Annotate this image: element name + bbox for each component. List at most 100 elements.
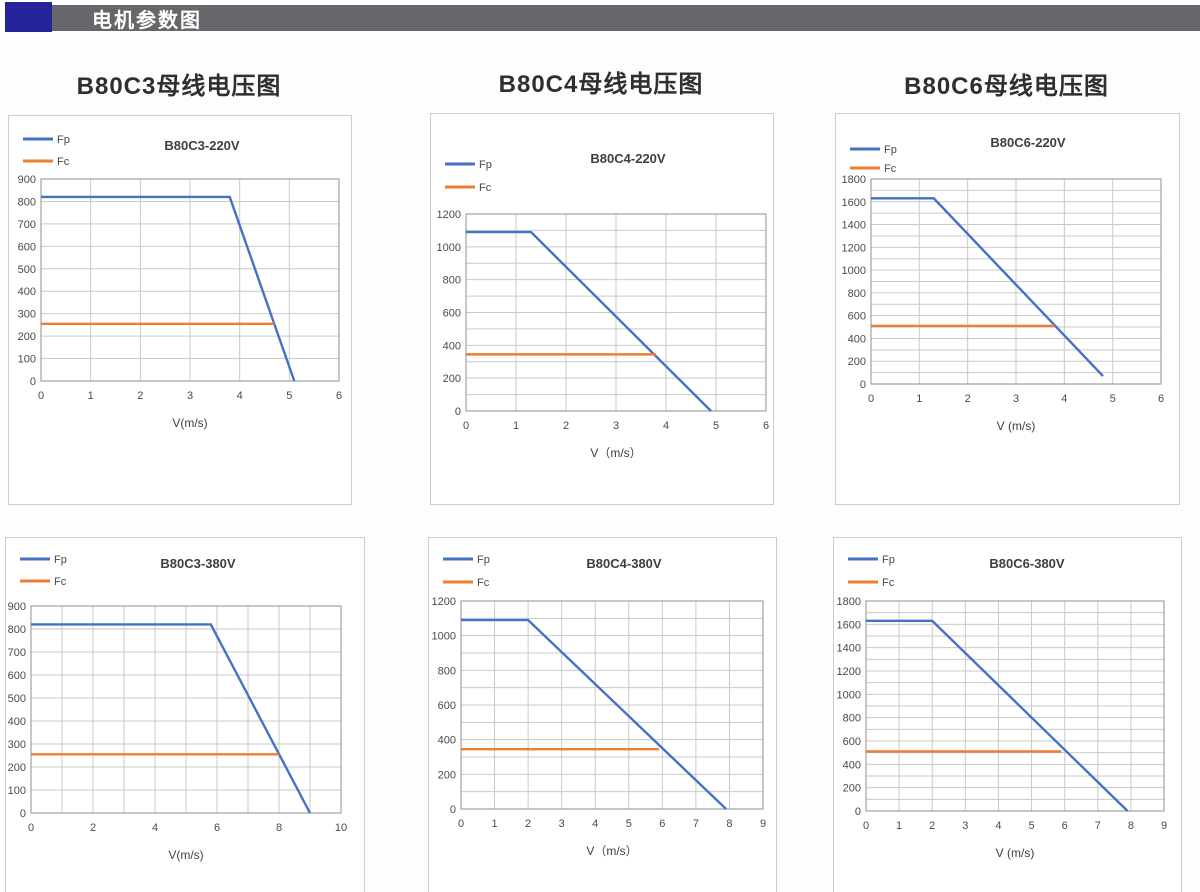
y-tick-label: 1600 — [842, 197, 866, 209]
y-tick-label: 1800 — [842, 174, 866, 186]
y-tick-label: 300 — [18, 309, 36, 321]
x-tick-label: 4 — [152, 822, 158, 834]
header-gray-bar: 电机参数图 — [52, 5, 1200, 32]
y-tick-label: 400 — [443, 340, 461, 352]
chart-b80c4-220v: 0 1 2 3 4 5 6 0 200 400 600 800 1000 1200 Fp Fc B80C4-22… — [430, 113, 774, 505]
x-tick-label: 1 — [88, 390, 94, 402]
y-tick-label: 200 — [18, 331, 36, 343]
x-tick-label: 0 — [38, 390, 44, 402]
x-tick-label: 10 — [335, 822, 347, 834]
y-tick-label: 800 — [18, 196, 36, 208]
x-tick-label: 4 — [1061, 393, 1067, 405]
x-tick-label: 0 — [458, 818, 464, 830]
chart-canvas-b80c6-220v: 0 1 2 3 4 5 6 0 200 400 600 800 1000 1200 1400 1600 1800… — [842, 135, 1165, 433]
series-fp-line — [31, 623, 312, 814]
chart-heading-b80c6: B80C6母线电压图 — [904, 73, 1109, 100]
x-tick-label: 9 — [760, 818, 766, 830]
legend-fp-label: Fp — [477, 554, 490, 566]
header-accent-block — [5, 2, 52, 32]
x-tick-label: 6 — [336, 390, 342, 402]
y-tick-label: 200 — [438, 769, 456, 781]
y-tick-label: 1000 — [432, 631, 456, 643]
chart-b80c3-220v: 0 1 2 3 4 5 6 0 100 200 300 400 500 600 700 800 900 Fp Fc B… — [8, 115, 352, 505]
chart-canvas-b80c4-380v: 0 1 2 3 4 5 6 7 8 9 0 200 400 600 800 1000 1200 Fp Fc B80C4… — [432, 554, 767, 858]
x-tick-label: 0 — [463, 420, 469, 432]
chart-b80c6-220v: 0 1 2 3 4 5 6 0 200 400 600 800 1000 1200 1400 1600 1800… — [835, 113, 1180, 505]
chart-title: B80C4-380V — [586, 556, 661, 571]
y-tick-label: 600 — [8, 670, 26, 682]
y-tick-label: 500 — [8, 693, 26, 705]
y-tick-label: 800 — [8, 624, 26, 636]
x-tick-label: 7 — [1095, 820, 1101, 832]
chart-b80c6-380v: 0 1 2 3 4 5 6 7 8 9 0 200 400 600 800 1000 1200 1400 1600 1… — [833, 537, 1182, 892]
y-tick-label: 700 — [18, 219, 36, 231]
legend-fp-label: Fp — [884, 144, 897, 156]
x-tick-label: 4 — [237, 390, 243, 402]
x-tick-label: 6 — [763, 420, 769, 432]
chart-title: B80C6-380V — [989, 556, 1064, 571]
y-tick-label: 0 — [30, 376, 36, 388]
header-bar: 电机参数图 — [0, 0, 1200, 36]
y-tick-label: 400 — [848, 333, 866, 345]
chart-b80c4-380v: 0 1 2 3 4 5 6 7 8 9 0 200 400 600 800 1000 1200 Fp Fc B80C4… — [428, 537, 777, 892]
chart-title: B80C6-220V — [990, 135, 1065, 150]
x-tick-label: 2 — [965, 393, 971, 405]
y-tick-label: 600 — [443, 308, 461, 320]
plot-frame — [40, 178, 340, 382]
x-tick-label: 6 — [1158, 393, 1164, 405]
y-tick-label: 100 — [8, 785, 26, 797]
y-tick-label: 1200 — [432, 596, 456, 608]
x-tick-label: 0 — [868, 393, 874, 405]
x-tick-label: 9 — [1161, 820, 1167, 832]
x-tick-label: 2 — [137, 390, 143, 402]
y-tick-label: 600 — [18, 241, 36, 253]
legend-fp-label: Fp — [57, 134, 70, 146]
plot-frame — [865, 600, 1165, 812]
x-tick-label: 1 — [513, 420, 519, 432]
x-tick-label: 0 — [28, 822, 34, 834]
x-tick-label: 8 — [726, 818, 732, 830]
x-tick-label: 5 — [1110, 393, 1116, 405]
series-fp-line — [466, 230, 712, 412]
y-tick-label: 1800 — [837, 596, 861, 608]
y-tick-label: 200 — [443, 373, 461, 385]
x-axis-label: V(m/s) — [172, 416, 207, 430]
series-fp-line — [871, 197, 1104, 377]
x-tick-label: 1 — [916, 393, 922, 405]
x-tick-label: 5 — [713, 420, 719, 432]
y-tick-label: 1200 — [837, 666, 861, 678]
x-tick-label: 2 — [929, 820, 935, 832]
y-tick-label: 900 — [18, 174, 36, 186]
series-fp-line — [41, 195, 296, 382]
x-tick-label: 1 — [896, 820, 902, 832]
x-tick-label: 2 — [563, 420, 569, 432]
legend-fc-label: Fc — [479, 182, 492, 194]
y-tick-label: 600 — [848, 311, 866, 323]
chart-heading-b80c4: B80C4母线电压图 — [498, 71, 704, 98]
x-tick-label: 5 — [626, 818, 632, 830]
x-tick-label: 7 — [693, 818, 699, 830]
series-fp-line — [866, 619, 1129, 812]
series-fp-line — [461, 618, 727, 810]
x-tick-label: 3 — [613, 420, 619, 432]
x-axis-label: V(m/s) — [168, 848, 203, 862]
y-tick-label: 700 — [8, 647, 26, 659]
x-tick-label: 6 — [214, 822, 220, 834]
chart-title: B80C4-220V — [590, 151, 665, 166]
y-tick-label: 800 — [848, 288, 866, 300]
y-tick-label: 200 — [848, 356, 866, 368]
y-tick-label: 1600 — [837, 619, 861, 631]
y-tick-label: 1000 — [842, 265, 866, 277]
plot-frame — [870, 178, 1162, 385]
x-tick-label: 4 — [592, 818, 598, 830]
chart-canvas-b80c3-380v: 0 2 4 6 8 100100200300400500600700800900FpFcB… — [8, 554, 347, 862]
y-tick-label: 400 — [843, 759, 861, 771]
y-tick-label: 400 — [438, 735, 456, 747]
x-tick-label: 6 — [1062, 820, 1068, 832]
legend-fp-label: Fp — [54, 554, 67, 566]
y-tick-label: 400 — [18, 286, 36, 298]
x-axis-label: V（m/s） — [590, 446, 641, 460]
x-tick-label: 4 — [663, 420, 669, 432]
plot-frame — [465, 213, 767, 412]
